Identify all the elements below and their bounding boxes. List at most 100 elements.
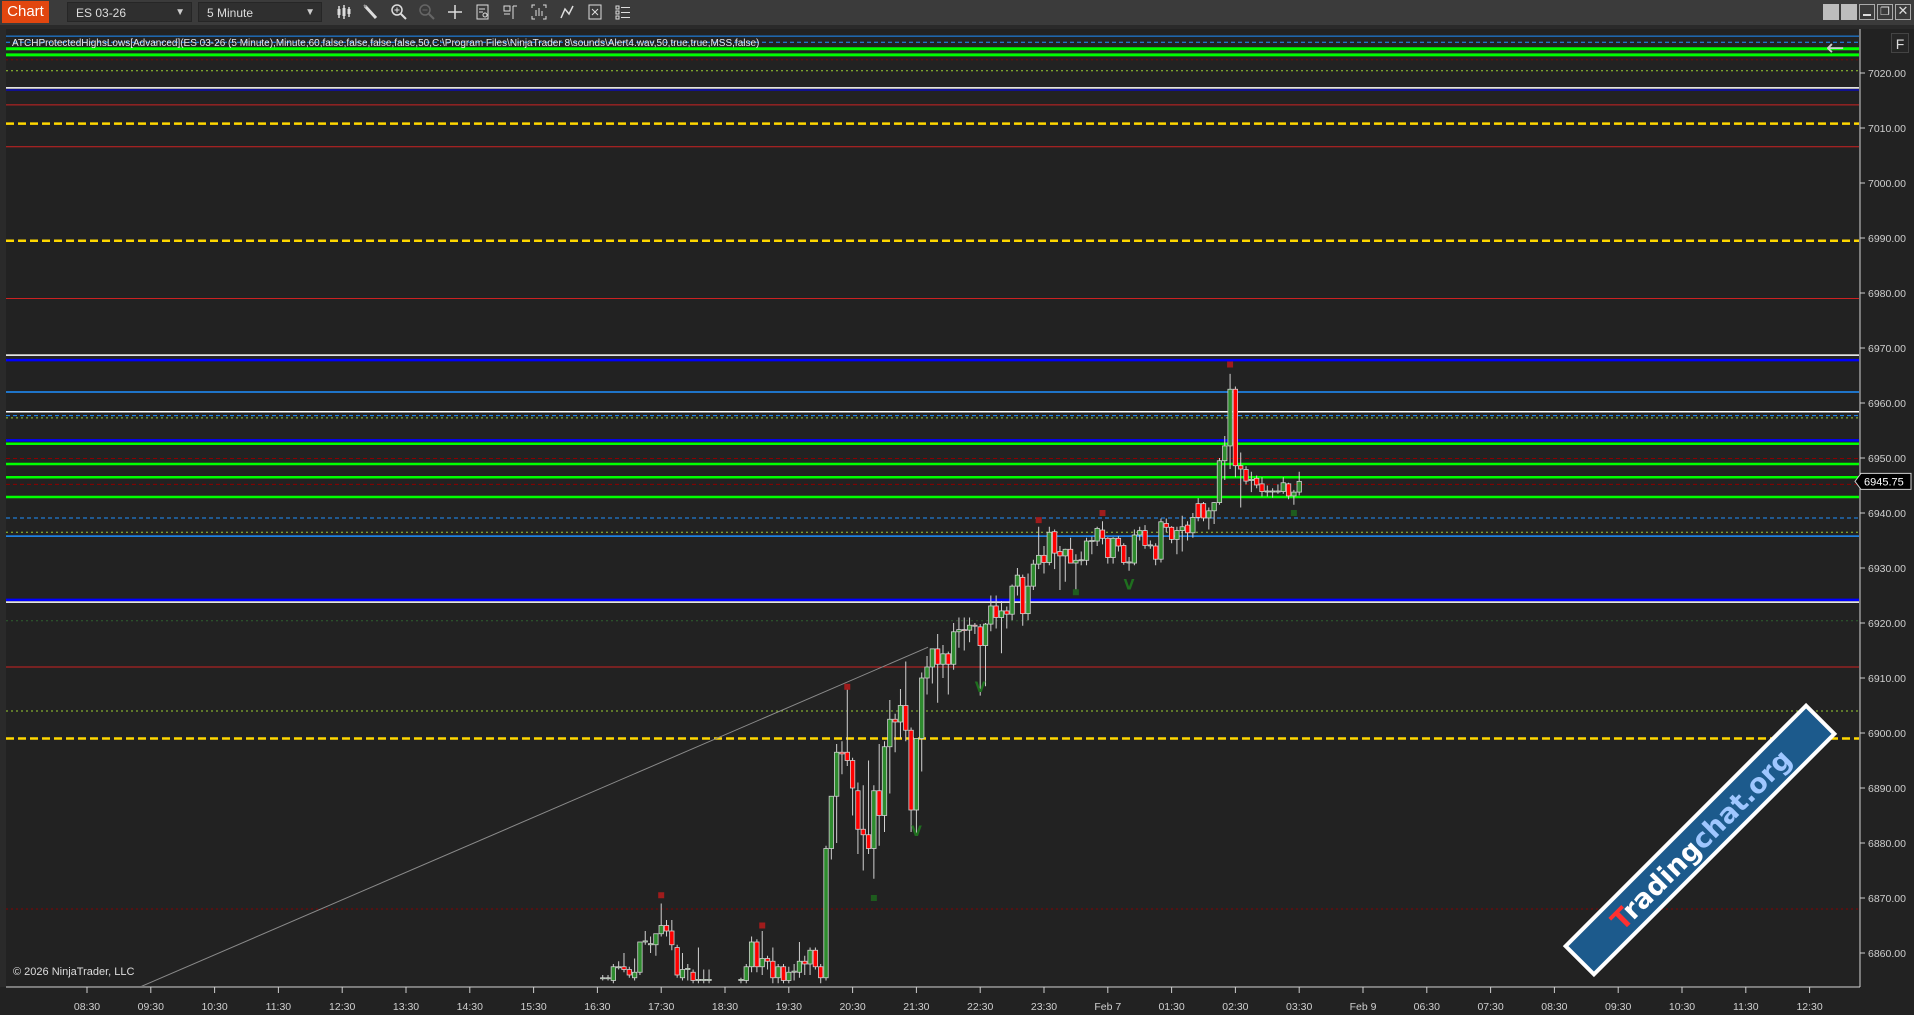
last-price-text: 6945.75 (1864, 476, 1904, 488)
candle-body (945, 653, 951, 665)
price-axis-panel[interactable] (1860, 29, 1914, 1015)
bar-type-icon[interactable] (334, 3, 354, 21)
candle-body (1158, 521, 1164, 560)
swing-high-marker (759, 922, 766, 929)
candle-body (786, 971, 792, 981)
time-axis-panel[interactable] (0, 987, 1860, 1015)
candle-body (956, 629, 962, 633)
templates-icon[interactable] (501, 3, 521, 21)
candle-body (1280, 482, 1286, 492)
price-tick-label: 6960.00 (1868, 398, 1906, 410)
candle (1131, 529, 1137, 566)
candle-body (653, 933, 659, 946)
crosshair-icon[interactable] (445, 3, 465, 21)
candle-body (1078, 559, 1084, 562)
instrument-selector[interactable]: ES 03-26 ▼ (67, 2, 192, 22)
candle (764, 955, 771, 970)
drawing-tool-icon[interactable] (361, 3, 381, 21)
time-tick-label: 13:30 (393, 1001, 419, 1013)
plot-area (6, 29, 1859, 986)
v-marker: V (1124, 578, 1135, 594)
candle-body (695, 979, 702, 981)
candle (935, 634, 941, 703)
candle (674, 944, 680, 978)
last-price-box (1854, 472, 1912, 490)
candle-body (913, 738, 920, 811)
swing-high-marker (1035, 517, 1042, 524)
minimize-icon[interactable] (1859, 4, 1875, 20)
candle-body (966, 624, 973, 631)
candle-body (998, 610, 1005, 618)
time-tick-label: 23:30 (1031, 1001, 1057, 1013)
candle (1158, 518, 1164, 563)
candle (892, 713, 898, 753)
candle (605, 975, 611, 981)
candle (1046, 526, 1052, 566)
candle-body (1275, 490, 1281, 493)
candle (924, 656, 930, 695)
candle (982, 623, 989, 687)
candle (759, 931, 765, 975)
data-box-icon[interactable] (473, 3, 493, 21)
candle-body (1057, 551, 1063, 557)
list-icon[interactable] (613, 3, 633, 21)
time-tick-label: 10:30 (201, 1001, 227, 1013)
chart-menu-button[interactable]: Chart (2, 1, 49, 23)
candle (1211, 502, 1217, 524)
properties-icon[interactable] (585, 3, 605, 21)
f-button[interactable]: F (1891, 33, 1909, 53)
time-tick-label: 06:30 (1414, 1001, 1440, 1013)
candle (903, 661, 909, 742)
candle (871, 785, 877, 879)
candle (1041, 546, 1047, 574)
candle-body (865, 834, 872, 849)
restore-icon[interactable]: ❐ (1877, 4, 1893, 20)
price-tick-label: 7020.00 (1868, 68, 1906, 80)
candle-body (663, 925, 670, 932)
candle-body (1190, 517, 1196, 534)
candle (834, 744, 840, 843)
candle (738, 977, 744, 984)
candle (685, 964, 691, 981)
candle (844, 689, 850, 766)
tile-icon[interactable] (1823, 4, 1839, 20)
candle-body (1089, 540, 1095, 542)
interval-selector[interactable]: 5 Minute ▼ (198, 2, 322, 22)
candle (1169, 526, 1175, 544)
candle (807, 947, 813, 975)
candle-body (876, 790, 882, 816)
time-tick-label: 19:30 (776, 1001, 802, 1013)
candle-body (775, 966, 781, 979)
tile-icon-2[interactable] (1841, 4, 1857, 20)
candle-body (1036, 554, 1042, 565)
candle (754, 939, 760, 973)
candle (780, 964, 787, 984)
candle-body (881, 746, 888, 816)
swing-low-marker (1290, 510, 1297, 516)
candle (881, 741, 888, 832)
instrument-value: ES 03-26 (76, 6, 127, 20)
candle (770, 947, 776, 984)
candle-body (812, 949, 818, 968)
candle (940, 645, 946, 678)
candle-body (1179, 526, 1185, 531)
candle (1094, 526, 1100, 546)
candle-body (1270, 490, 1276, 493)
candle-body (972, 624, 978, 627)
candle (1067, 537, 1074, 564)
zoom-out-icon[interactable] (417, 3, 437, 21)
candle-body (802, 960, 808, 965)
time-tick-label: 20:30 (839, 1001, 865, 1013)
candle (908, 727, 914, 832)
indicators-icon[interactable] (529, 3, 549, 21)
candle (1115, 536, 1122, 552)
candle (1296, 471, 1302, 496)
time-tick-label: 14:30 (457, 1001, 483, 1013)
close-icon[interactable]: ✕ (1895, 4, 1911, 20)
strategies-icon[interactable] (557, 3, 577, 21)
zoom-in-icon[interactable] (389, 3, 409, 21)
candle-body (1009, 585, 1015, 615)
arrow-left-icon[interactable]: ← (1826, 36, 1845, 61)
candle-body (1137, 530, 1143, 536)
